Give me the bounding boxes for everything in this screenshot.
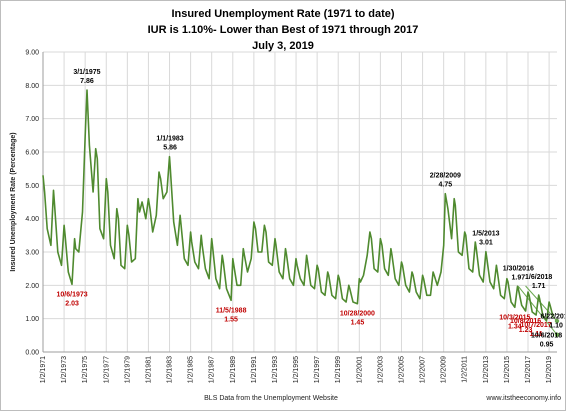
x-tick-label: 1/2/2015 xyxy=(504,356,511,383)
trendline xyxy=(517,286,558,335)
y-tick-label: 2.00 xyxy=(25,283,39,290)
trough-annotation-value: 1.11 xyxy=(529,331,542,338)
x-tick-label: 1/2/1973 xyxy=(61,356,68,383)
credit-text: www.itstheeconomy.info xyxy=(485,395,561,402)
trough-annotation-date: 10/7/2017 xyxy=(521,322,552,329)
peak-annotation-value: 5.86 xyxy=(163,145,177,152)
trough-annotation-value: 1.45 xyxy=(351,320,365,327)
peak-annotation-value: 4.75 xyxy=(439,182,453,189)
x-tick-label: 1/2/2001 xyxy=(356,356,363,383)
x-tick-label: 1/2/2009 xyxy=(441,356,448,383)
trough-annotation-value: 1.23 xyxy=(519,327,533,334)
trough-annotation-date: 11/5/1988 xyxy=(216,307,247,314)
x-axis-ticks: 1/2/1971 1/2/1973 1/2/1975 1/2/1977 1/2/1979… xyxy=(40,356,553,383)
trough-annotation-date: 10/6/1973 xyxy=(57,291,88,298)
x-tick-label: 1/2/2017 xyxy=(525,356,532,383)
peak-annotation-date: 1/1/1983 xyxy=(156,136,183,143)
x-tick-label: 1/2/2003 xyxy=(377,356,384,383)
x-tick-label: 1/2/2013 xyxy=(483,356,490,383)
peak-annotation-value: 1.71 xyxy=(532,283,546,290)
trough-annotation-date: 10/28/2000 xyxy=(340,311,375,318)
chart-subtitle: IUR is 1.10%- Lower than Best of 1971 th… xyxy=(148,24,419,36)
chart-date-label: July 3, 2019 xyxy=(252,40,314,52)
trough-annotation-value: 1.34 xyxy=(508,323,522,330)
iur-series-line xyxy=(42,89,555,322)
x-tick-label: 1/2/1975 xyxy=(82,356,89,383)
peak-annotation-date: 1/30/2016 xyxy=(503,265,534,272)
x-tick-label: 1/2/1985 xyxy=(188,356,195,383)
x-tick-label: 1/2/2007 xyxy=(420,356,427,383)
x-tick-label: 1/2/1979 xyxy=(124,356,131,383)
annotations: 3/1/1975 7.86 1/1/1983 5.86 2/28/2009 4.75 1/5… xyxy=(57,69,565,348)
trough-annotation-date: 10/3/2015 xyxy=(499,314,530,321)
trendline-end-marker xyxy=(554,318,560,324)
peak-annotation-date: 3/1/1975 xyxy=(73,69,100,76)
x-tick-label: 1/2/1983 xyxy=(167,356,174,383)
x-tick-label: 1/2/1995 xyxy=(293,356,300,383)
y-tick-label: 1.00 xyxy=(25,316,39,323)
extra-annotation-date: 10/6/2018 xyxy=(531,332,562,339)
peak-annotation-date: 1/5/2013 xyxy=(472,231,499,238)
x-tick-label: 1/2/1981 xyxy=(145,356,152,383)
trough-annotation-value: 2.03 xyxy=(65,300,79,307)
y-tick-label: 3.00 xyxy=(25,250,39,257)
x-tick-label: 1/2/1971 xyxy=(40,356,47,383)
x-tick-label: 1/2/2019 xyxy=(546,356,553,383)
x-tick-label: 1/2/2011 xyxy=(462,356,469,383)
y-tick-label: 7.00 xyxy=(25,116,39,123)
y-tick-label: 9.00 xyxy=(25,50,39,57)
chart-title: Insured Unemployment Rate (1971 to date) xyxy=(171,8,394,20)
y-axis-ticks: 0.00 1.00 2.00 3.00 4.00 5.00 6.00 7.00 8.00 9.00 xyxy=(25,50,39,357)
y-tick-label: 5.00 xyxy=(25,183,39,190)
peak-annotation-value: 7.86 xyxy=(80,78,94,85)
y-axis-title: Insured Unemployment Rate (Percentage) xyxy=(10,132,17,271)
y-tick-label: 0.00 xyxy=(25,350,39,357)
extra-annotation-date: 6/22/2019 xyxy=(540,313,565,320)
x-axis-title: BLS Data from the Unemployment Website xyxy=(204,395,338,402)
y-tick-label: 8.00 xyxy=(25,83,39,90)
x-tick-label: 1/2/1991 xyxy=(251,356,258,383)
extra-annotation-value: 1.10 xyxy=(549,322,563,329)
peak-annotation-date: 1/6/2018 xyxy=(525,274,552,281)
x-tick-label: 1/2/1987 xyxy=(209,356,216,383)
x-tick-label: 1/2/1997 xyxy=(314,356,321,383)
y-tick-label: 6.00 xyxy=(25,150,39,157)
trough-annotation-date: 10/8/2016 xyxy=(510,318,541,325)
peak-annotation-value: 3.01 xyxy=(479,240,493,247)
trendline-end-marker xyxy=(554,332,560,337)
gridlines xyxy=(42,51,557,353)
trough-annotation-value: 1.55 xyxy=(224,316,238,323)
extra-annotation-value: 0.95 xyxy=(540,341,554,348)
x-tick-label: 1/2/1993 xyxy=(272,356,279,383)
peak-annotation-date: 2/28/2009 xyxy=(430,173,461,180)
x-tick-label: 1/2/2005 xyxy=(398,356,405,383)
x-tick-label: 1/2/1977 xyxy=(103,356,110,383)
series-layer xyxy=(42,89,555,322)
y-tick-label: 4.00 xyxy=(25,216,39,223)
x-tick-label: 1/2/1989 xyxy=(230,356,237,383)
x-tick-label: 1/2/1999 xyxy=(335,356,342,383)
peak-annotation-value: 1.97 xyxy=(511,274,525,281)
